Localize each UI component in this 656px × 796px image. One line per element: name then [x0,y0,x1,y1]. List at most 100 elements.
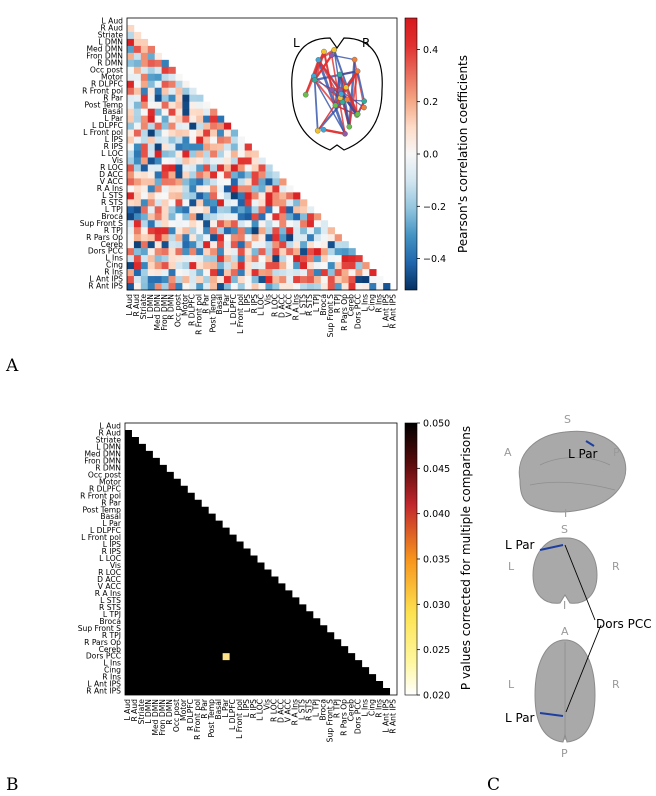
column-label: Sup Front S [326,699,335,742]
matrix-a-cell [161,248,169,256]
matrix-a-cell [154,178,162,186]
matrix-a-cell [223,220,232,228]
column-label: R Aud [132,294,141,317]
matrix-a-cell [140,157,149,165]
matrix-a-cell [147,185,155,193]
matrix-a-cell [203,122,211,130]
matrix-a-cell [279,262,287,270]
matrix-a-cell [293,220,301,228]
matrix-a-cell [175,185,183,193]
panel-a-letter: A [5,356,19,376]
matrix-a-cell [223,241,232,249]
matrix-a-cell [140,87,149,96]
matrix-a-cell [140,227,149,235]
matrix-a-cell [147,192,155,200]
column-label: Broca [319,699,328,721]
matrix-a-cell [196,269,204,277]
matrix-a-cell [175,178,183,186]
matrix-a-cell [196,143,204,151]
row-label: L Aud [100,422,122,431]
matrix-a-cell [154,199,162,207]
row-label: Fron DMN [84,457,121,466]
matrix-a-cell [203,150,211,158]
column-label: L Aud [125,294,134,316]
matrix-a-cell [182,143,190,151]
matrix-a-cell [272,255,280,263]
matrix-a-cell [127,255,135,263]
matrix-a-cell [237,206,245,214]
matrix-a-cell [196,94,204,102]
row-label: L STS [100,596,121,605]
matrix-a-cell [154,185,162,193]
matrix-a-cell [348,262,356,270]
matrix-a-cell [279,185,287,193]
column-label: R DMN [165,699,174,725]
matrix-a-cell [182,129,190,137]
matrix-a-cell [223,129,232,137]
brain-coronal-view: S I L R L Par [505,523,620,621]
row-label: L Par [104,114,124,123]
matrix-a-cell [307,227,315,235]
matrix-a-cell [272,206,280,214]
matrix-a-cell [217,143,225,151]
matrix-a-cell [258,220,266,228]
matrix-a-cell [217,283,225,291]
matrix-a-cell [189,248,197,256]
matrix-a-cell [244,234,252,242]
row-label: R DLPFC [91,79,123,88]
matrix-a-cell [147,136,155,144]
matrix-a-cell [307,276,315,284]
matrix-a-cell [189,94,197,102]
matrix-a-cell [140,164,149,172]
matrix-a-cell [127,157,135,165]
lateral-a: A [504,446,512,459]
matrix-a-cell [244,241,252,249]
matrix-a-cell [230,234,239,242]
matrix-a-cell [147,283,155,291]
row-label: L Par [102,519,122,528]
matrix-a-cell [265,171,273,179]
colorbar-a-tick: 0.4 [423,45,438,56]
matrix-a-cell [258,213,266,221]
row-label: Vis [112,156,123,165]
matrix-a-cell [127,269,135,277]
matrix-a-cell [217,227,225,235]
matrix-a-cell [258,178,266,186]
column-label: Basal [215,294,224,315]
matrix-a-cell [293,269,301,277]
column-label: L STS [298,699,307,720]
matrix-a-cell [237,227,245,235]
matrix-a-cell [127,59,135,68]
matrix-a-cell [133,87,142,96]
matrix-a-cell [127,122,135,130]
matrix-a-cell [265,241,273,249]
matrix-a-cell [182,276,190,284]
matrix-a-cell [210,157,218,165]
matrix-a-cell [127,178,135,186]
matrix-a-cell [237,136,245,144]
matrix-a-cell [182,213,190,221]
matrix-a-cell [196,283,204,291]
matrix-a-cell [210,108,218,116]
matrix-a-cell [133,73,142,82]
column-label: R A Ins [291,294,300,320]
matrix-a-cell [258,241,266,249]
column-label: R Ins [374,294,383,313]
matrix-a-cell [237,199,245,207]
matrix-a-cell [258,227,266,235]
column-label: R IPS [250,294,259,314]
matrix-a-cell [300,283,308,291]
row-label: D ACC [99,170,123,179]
matrix-a-cell [189,262,197,270]
matrix-a-cell [244,213,252,221]
matrix-a-cell [307,213,315,221]
matrix-a-cell [133,276,142,284]
matrix-a-cell [217,164,225,172]
matrix-a-cell [147,80,155,89]
matrix-a-cell [217,150,225,158]
matrix-a-cell [376,276,384,284]
row-label: R Aud [98,429,121,438]
